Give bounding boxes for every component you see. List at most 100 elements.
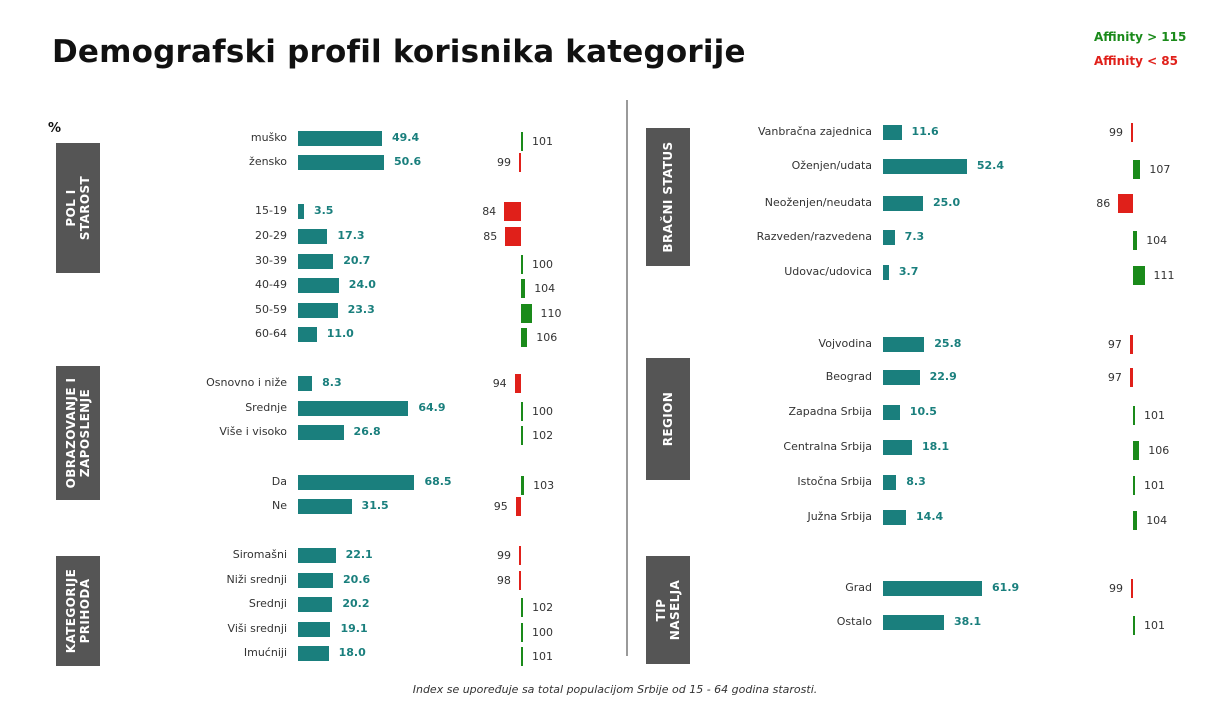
affinity-index-label: 104 — [534, 282, 556, 295]
affinity-bar — [505, 227, 521, 246]
affinity-index-label: 106 — [1148, 444, 1170, 457]
affinity-index-label: 101 — [532, 135, 553, 148]
affinity-bar — [521, 476, 525, 495]
affinity-bar — [521, 647, 523, 666]
data-bar — [883, 440, 912, 455]
value-label: 23.3 — [347, 303, 375, 316]
category-label: 40-49 — [255, 278, 287, 291]
value-label: 20.7 — [343, 254, 371, 267]
affinity-index-label: 110 — [540, 307, 562, 320]
value-label: 14.4 — [916, 510, 944, 523]
category-label: Centralna Srbija — [783, 440, 872, 453]
affinity-index-label: 97 — [1107, 371, 1122, 384]
value-label: 52.4 — [976, 159, 1004, 172]
value-label: 31.5 — [361, 499, 389, 512]
affinity-index-label: 102 — [532, 429, 554, 442]
affinity-index-label: 100 — [532, 258, 553, 271]
category-label: Grad — [845, 581, 872, 594]
category-label: Vanbračna zajednica — [757, 125, 872, 138]
affinity-bar — [515, 497, 521, 516]
value-label: 18.1 — [921, 440, 950, 453]
data-bar — [883, 196, 923, 211]
affinity-index-label: 111 — [1153, 269, 1175, 282]
data-bar — [883, 510, 907, 525]
affinity-bar — [521, 132, 523, 151]
affinity-index-label: 101 — [532, 650, 553, 663]
value-label: 50.6 — [394, 155, 422, 168]
category-label: Razveden/razvedena — [756, 230, 872, 243]
data-bar — [298, 646, 329, 661]
category-label: Zapadna Srbija — [788, 405, 872, 418]
value-label: 49.4 — [391, 131, 420, 144]
affinity-bar — [521, 598, 524, 617]
data-bar — [298, 204, 304, 219]
value-label: 68.5 — [424, 475, 452, 488]
affinity-bar — [521, 426, 524, 445]
affinity-index-label: 107 — [1149, 163, 1171, 176]
value-label: 8.3 — [322, 376, 342, 389]
affinity-index-label: 85 — [483, 230, 498, 243]
data-bar — [883, 475, 897, 490]
value-label: 61.9 — [992, 581, 1020, 594]
affinity-index-label: 104 — [1146, 514, 1168, 527]
category-label: Više i visoko — [219, 425, 287, 438]
section-box: POL I STAROST — [56, 143, 100, 273]
affinity-bar — [521, 255, 523, 274]
affinity-bar — [519, 546, 521, 565]
category-label: Srednji — [248, 597, 287, 610]
value-label: 7.3 — [904, 230, 925, 243]
section-box: KATEGORIJE PRIHODA — [56, 556, 100, 666]
data-bar — [298, 401, 409, 416]
category-label: Vojvodina — [818, 337, 872, 350]
affinity-bar — [1133, 231, 1138, 250]
data-bar — [883, 337, 925, 352]
category-label: Ne — [272, 499, 287, 512]
affinity-index-label: 101 — [1144, 479, 1165, 492]
affinity-bar — [514, 374, 521, 393]
affinity-bar — [1118, 194, 1133, 213]
data-bar — [298, 425, 344, 440]
data-bar — [298, 131, 382, 146]
affinity-bar — [519, 153, 521, 172]
affinity-index-label: 104 — [1146, 234, 1168, 247]
section-box: BRAČNI STATUS — [646, 128, 690, 266]
affinity-index-label: 102 — [532, 601, 554, 614]
value-label: 25.8 — [934, 337, 962, 350]
category-label: Osnovno i niže — [206, 376, 287, 389]
data-bar — [883, 581, 983, 596]
affinity-index-label: 100 — [532, 405, 553, 418]
category-label: Imućniji — [243, 646, 287, 659]
legend-affinity-low: Affinity < 85 — [1094, 54, 1178, 68]
affinity-index-label: 84 — [482, 205, 497, 218]
data-bar — [883, 125, 902, 140]
data-bar — [883, 159, 967, 174]
affinity-bar — [1129, 368, 1133, 387]
affinity-index-label: 100 — [532, 626, 553, 639]
data-bar — [298, 499, 352, 514]
category-label: Udovac/udovica — [784, 265, 872, 278]
affinity-index-label: 86 — [1096, 197, 1111, 210]
category-label: Beograd — [825, 370, 872, 383]
value-label: 22.1 — [345, 548, 373, 561]
category-label: Srednje — [245, 401, 287, 414]
data-bar — [298, 278, 339, 293]
category-label: muško — [250, 131, 287, 144]
value-label: 22.9 — [929, 370, 957, 383]
affinity-index-label: 106 — [536, 331, 558, 344]
section-title: REGION — [661, 391, 675, 447]
category-label: 15-19 — [255, 204, 287, 217]
category-label: Istočna Srbija — [797, 475, 872, 488]
category-label: 50-59 — [255, 303, 287, 316]
value-label: 26.8 — [353, 425, 381, 438]
affinity-bar — [1133, 476, 1135, 495]
section-box: TIP NASELJA — [646, 556, 690, 664]
value-label: 3.5 — [313, 204, 334, 217]
data-bar — [298, 597, 333, 612]
affinity-bar — [521, 623, 523, 642]
value-label: 38.1 — [953, 615, 982, 628]
affinity-index-label: 99 — [1109, 126, 1123, 139]
affinity-bar — [1133, 616, 1135, 635]
data-bar — [298, 303, 338, 318]
data-bar — [298, 155, 385, 170]
affinity-index-label: 99 — [1109, 582, 1123, 595]
